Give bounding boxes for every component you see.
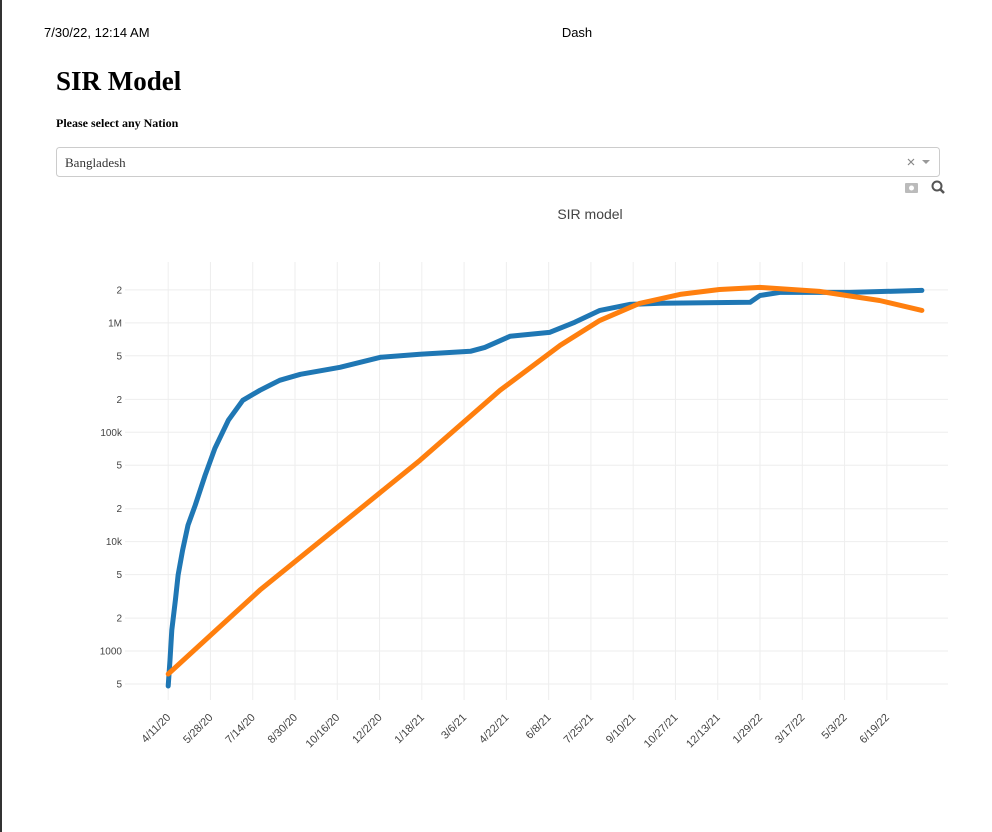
series-line (165, 284, 925, 677)
y-tick-label: 5 (116, 679, 122, 690)
series-line (165, 287, 925, 689)
y-tick-label: 10k (106, 537, 123, 548)
clear-icon[interactable] (907, 158, 915, 166)
y-tick-label: 5 (116, 570, 122, 581)
print-app: Dash (562, 25, 592, 40)
chart-title: SIR model (557, 206, 622, 222)
x-tick-label: 1/29/22 (731, 712, 765, 746)
edge (0, 0, 2, 832)
y-tick-label: 2 (116, 395, 122, 406)
x-tick-label: 4/11/20 (139, 712, 173, 746)
selector-label: Please select any Nation (56, 116, 179, 130)
print-datetime: 7/30/22, 12:14 AM (44, 25, 150, 40)
x-tick-label: 7/25/21 (562, 712, 596, 746)
caret-icon[interactable] (922, 160, 930, 164)
y-tick-label: 100k (100, 428, 123, 439)
x-tick-label: 4/22/21 (477, 712, 511, 746)
x-tick-label: 12/2/20 (350, 712, 384, 746)
x-tick-label: 3/6/21 (439, 712, 469, 742)
x-tick-label: 12/13/21 (684, 712, 723, 751)
y-tick-label: 1000 (100, 647, 123, 658)
x-tick-label: 8/30/20 (266, 712, 300, 746)
camera-icon[interactable] (905, 183, 918, 193)
zoom-icon[interactable] (931, 180, 945, 194)
y-tick-label: 2 (116, 285, 122, 296)
x-tick-label: 7/14/20 (223, 712, 257, 746)
dropdown[interactable] (56, 147, 940, 177)
x-tick-label: 3/17/22 (773, 712, 807, 746)
y-tick-label: 2 (116, 614, 122, 625)
x-tick-label: 1/18/21 (393, 712, 427, 746)
x-tick-label: 5/28/20 (181, 712, 215, 746)
x-tick-label: 6/8/21 (524, 712, 554, 742)
dropdown-value: Bangladesh (65, 155, 126, 170)
y-tick-label: 5 (116, 351, 122, 362)
x-tick-label: 10/16/20 (304, 712, 343, 751)
page-heading: SIR Model (56, 66, 182, 96)
x-tick-label: 6/19/22 (858, 712, 892, 746)
x-tick-label: 10/27/21 (642, 712, 681, 751)
x-tick-label: 5/3/22 (820, 712, 850, 742)
y-tick-label: 1M (108, 318, 122, 329)
y-tick-label: 2 (116, 504, 122, 515)
x-tick-label: 9/10/21 (604, 712, 638, 746)
y-tick-label: 5 (116, 461, 122, 472)
